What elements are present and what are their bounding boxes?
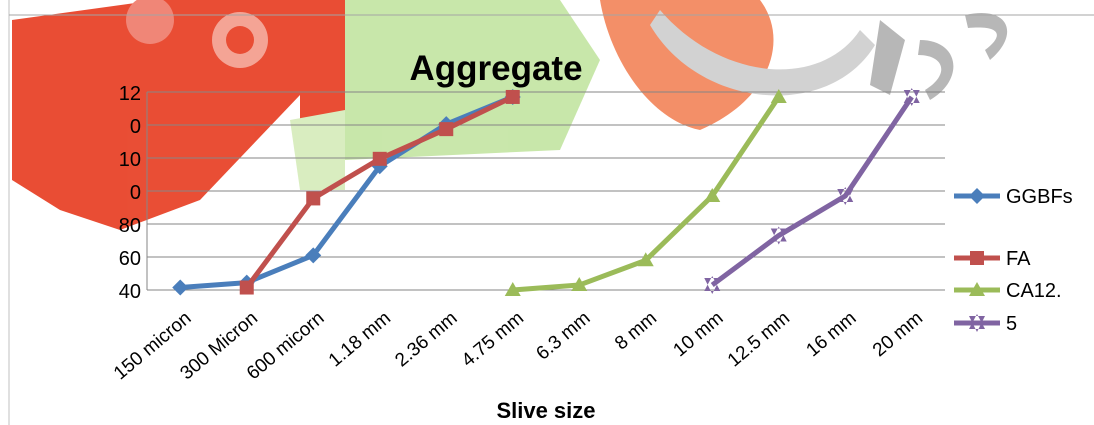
series-2 bbox=[504, 88, 787, 296]
watermark-circle-icon bbox=[126, 0, 174, 44]
series-line bbox=[180, 94, 514, 291]
data-point bbox=[372, 151, 387, 166]
legend-marker bbox=[969, 282, 985, 296]
data-point bbox=[172, 279, 189, 296]
data-point bbox=[903, 87, 920, 106]
x-tick-label: 12.5 mm bbox=[724, 308, 794, 372]
x-tick-label: 2.36 mm bbox=[391, 308, 461, 372]
x-tick-label: 10 mm bbox=[669, 308, 727, 361]
y-tick-label: 40 bbox=[119, 281, 141, 303]
watermark-gray-arc bbox=[650, 10, 875, 96]
legend-marker bbox=[969, 188, 985, 204]
data-point bbox=[306, 191, 321, 206]
data-point bbox=[571, 277, 588, 292]
data-point bbox=[837, 186, 854, 205]
legend-label: CA12. bbox=[1006, 280, 1062, 302]
x-tick-label: 1.18 mm bbox=[325, 308, 395, 372]
data-point bbox=[504, 282, 521, 296]
data-point bbox=[305, 247, 322, 264]
y-tick-label: 12 bbox=[119, 83, 141, 105]
x-tick-label: 16 mm bbox=[802, 308, 860, 361]
legend-label: GGBFs bbox=[1006, 186, 1073, 208]
data-point bbox=[439, 122, 454, 137]
legend-item: 5 bbox=[954, 313, 1017, 335]
series-3 bbox=[704, 87, 920, 295]
data-point bbox=[637, 252, 654, 267]
x-axis-label: Slive size bbox=[496, 398, 595, 423]
series-1 bbox=[239, 89, 520, 295]
legend-label: 5 bbox=[1006, 313, 1017, 335]
data-point bbox=[704, 276, 721, 295]
legend-item: CA12. bbox=[954, 280, 1062, 302]
watermark-green-shape bbox=[345, 0, 600, 160]
watermark-green-tail bbox=[290, 110, 345, 190]
data-point bbox=[770, 226, 787, 245]
data-point bbox=[770, 88, 787, 103]
x-tick-label: 6.3 mm bbox=[532, 308, 594, 365]
y-tick-label: 0 bbox=[130, 182, 141, 204]
x-tick-label: 8 mm bbox=[611, 308, 661, 355]
data-point bbox=[704, 187, 721, 202]
legend: GGBFs FA CA12. 5 bbox=[954, 186, 1073, 335]
y-tick-label: 80 bbox=[119, 215, 141, 237]
series-line bbox=[710, 95, 914, 288]
legend-label: FA bbox=[1006, 248, 1031, 270]
journal-watermark-logo bbox=[8, 0, 1094, 425]
x-tick-label: 20 mm bbox=[869, 308, 927, 361]
y-tick-label: 10 bbox=[119, 149, 141, 171]
y-tick-label: 0 bbox=[130, 116, 141, 138]
legend-marker bbox=[969, 314, 985, 332]
x-tick-label: 4.75 mm bbox=[458, 308, 528, 372]
chart-title: Aggregate bbox=[409, 49, 582, 88]
legend-marker bbox=[970, 251, 984, 265]
legend-item: FA bbox=[954, 248, 1031, 270]
watermark-gear-hole bbox=[226, 26, 254, 54]
data-point bbox=[505, 89, 520, 104]
legend-item: GGBFs bbox=[954, 186, 1073, 208]
watermark-gray-letters bbox=[870, 13, 1008, 100]
data-point bbox=[239, 280, 254, 295]
y-axis-tick-labels: 40 60 80 0 10 0 12 bbox=[119, 83, 141, 303]
y-tick-label: 60 bbox=[119, 248, 141, 270]
series-layer bbox=[172, 87, 920, 296]
